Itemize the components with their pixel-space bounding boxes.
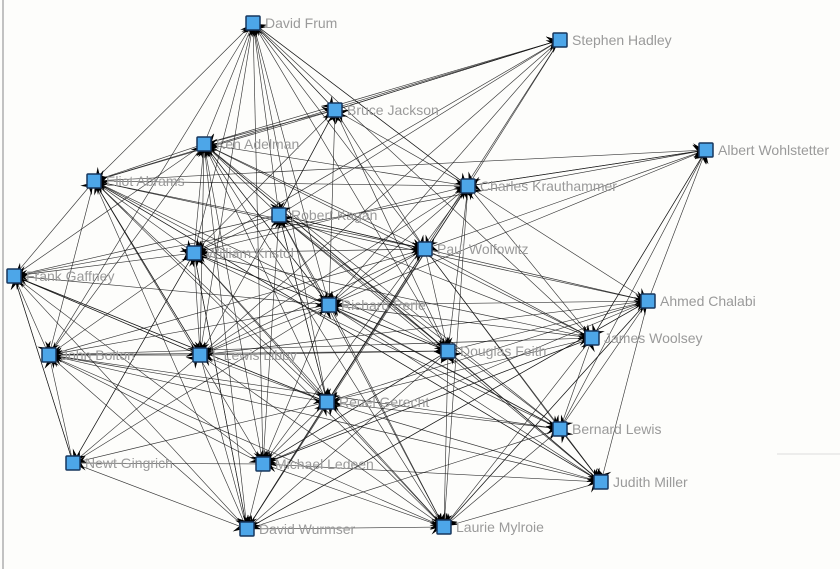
svg-text:Stephen Hadley: Stephen Hadley (572, 32, 672, 48)
svg-text:Richard Perle: Richard Perle (341, 297, 426, 313)
svg-text:Newt Gingrich: Newt Gingrich (85, 455, 173, 471)
svg-text:David Frum: David Frum (265, 15, 337, 31)
svg-text:Eliot Abrams: Eliot Abrams (106, 173, 185, 189)
svg-text:Judith Miller: Judith Miller (613, 474, 688, 490)
svg-text:Douglas Feith: Douglas Feith (460, 343, 546, 359)
svg-text:Charles Krauthammer: Charles Krauthammer (480, 178, 617, 194)
svg-text:David Wurmser: David Wurmser (259, 521, 356, 537)
svg-text:Bernard Lewis: Bernard Lewis (572, 421, 662, 437)
svg-text:Laurie Mylroie: Laurie Mylroie (456, 519, 544, 535)
svg-text:James Woolsey: James Woolsey (604, 330, 703, 346)
svg-text:Frank Gaffney: Frank Gaffney (26, 268, 114, 284)
svg-text:I. Lewis Libby: I. Lewis Libby (212, 347, 297, 363)
svg-text:John Bolton: John Bolton (61, 347, 135, 363)
svg-text:Ken Adelman: Ken Adelman (216, 136, 299, 152)
svg-text:William Kristol: William Kristol (206, 245, 294, 261)
svg-text:Albert Wohlstetter: Albert Wohlstetter (718, 142, 829, 158)
svg-text:Ahmed Chalabi: Ahmed Chalabi (660, 293, 756, 309)
svg-text:Bruce Jackson: Bruce Jackson (347, 102, 439, 118)
svg-text:Paul Wolfowitz: Paul Wolfowitz (437, 241, 529, 257)
svg-text:Michael Ledeen: Michael Ledeen (275, 456, 374, 472)
svg-text:Reuel Gerecht: Reuel Gerecht (339, 394, 429, 410)
svg-text:Robert Kagan: Robert Kagan (291, 207, 377, 223)
